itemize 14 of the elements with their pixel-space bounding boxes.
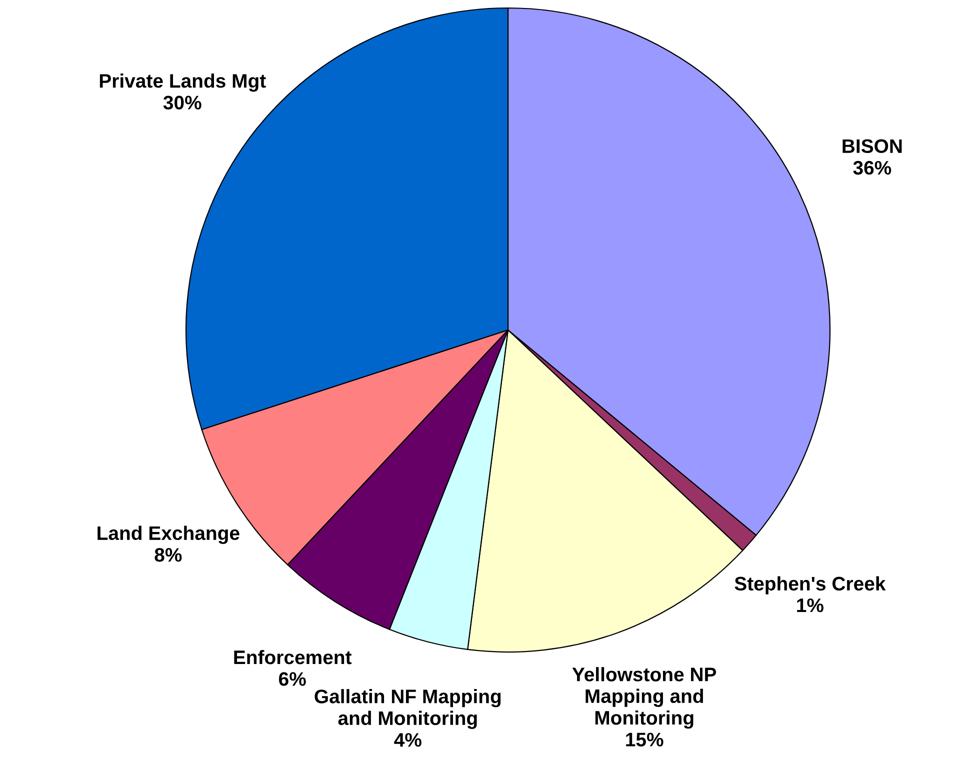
- data-label: 30%: [163, 96, 202, 110]
- data-label: 15%: [626, 732, 664, 746]
- slice-label: Yellowstone NP Mapping and Monitoring: [572, 667, 716, 729]
- data-label: 8%: [154, 548, 182, 562]
- slice-label: BISON: [842, 139, 902, 154]
- data-label: 6%: [278, 672, 306, 686]
- slice-label: Land Exchange: [98, 526, 240, 544]
- data-label: 1%: [797, 598, 824, 612]
- slice-label: Stephen's Creek: [734, 576, 886, 594]
- slice-label: Private Lands Mgt: [100, 73, 266, 92]
- slice-label: Enforcement: [234, 650, 352, 664]
- data-label: 4%: [394, 733, 422, 747]
- slice-label: Gallatin NF Mapping and Monitoring: [314, 689, 501, 730]
- data-label: 36%: [853, 160, 892, 175]
